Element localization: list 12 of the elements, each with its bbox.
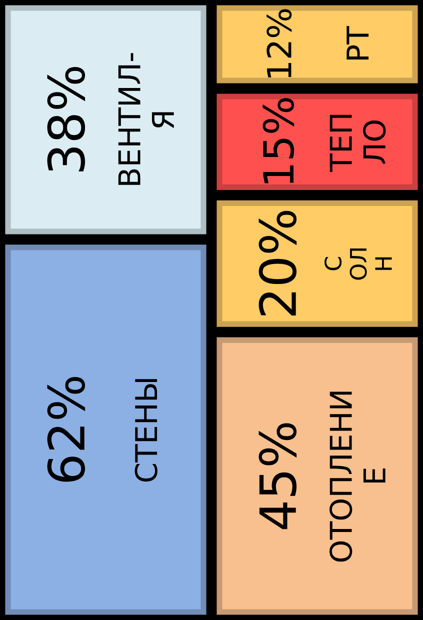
data-label: 15% xyxy=(262,98,294,184)
data-label: 12% xyxy=(266,9,292,78)
category-label: РТ xyxy=(346,26,369,60)
category-label: ТЕП ЛО xyxy=(330,114,386,172)
data-label: 62% xyxy=(47,376,86,482)
data-label: 20% xyxy=(258,210,297,316)
category-label: СТЕНЫ xyxy=(134,379,158,482)
category-label: ВЕНТИЛ- Я xyxy=(118,53,174,185)
data-label: 45% xyxy=(258,423,297,530)
category-label: ОТОПЛЕНИ Е xyxy=(330,392,386,562)
category-label: С ОЛ Н xyxy=(324,248,392,280)
data-label: 38% xyxy=(47,66,86,172)
